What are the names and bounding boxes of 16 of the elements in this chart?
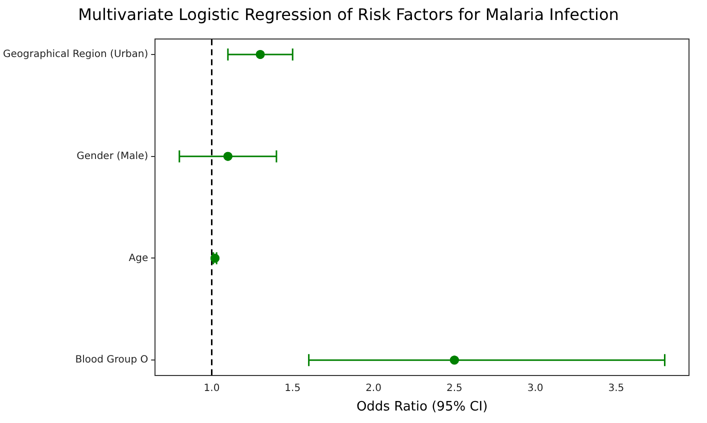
x-tick-label: 2.5 bbox=[446, 382, 462, 394]
x-tick-label: 1.0 bbox=[204, 382, 220, 394]
x-tick-label: 1.5 bbox=[284, 382, 301, 394]
point bbox=[210, 254, 220, 263]
x-tick-label: 3.5 bbox=[608, 382, 624, 394]
point bbox=[223, 152, 232, 161]
y-tick-label: Gender (Male) bbox=[76, 150, 148, 162]
y-tick-label: Age bbox=[128, 252, 148, 264]
x-tick-label: 3.0 bbox=[527, 382, 544, 394]
x-axis-title: Odds Ratio (95% CI) bbox=[356, 400, 488, 415]
point bbox=[450, 356, 459, 365]
chart-title: Multivariate Logistic Regression of Risk Factors for Malaria Infection bbox=[78, 4, 619, 24]
x-tick-label: 2.0 bbox=[366, 382, 382, 394]
y-tick-label: Blood Group O bbox=[75, 354, 148, 366]
y-tick-label: Geographical Region (Urban) bbox=[2, 49, 148, 60]
point bbox=[256, 50, 265, 59]
